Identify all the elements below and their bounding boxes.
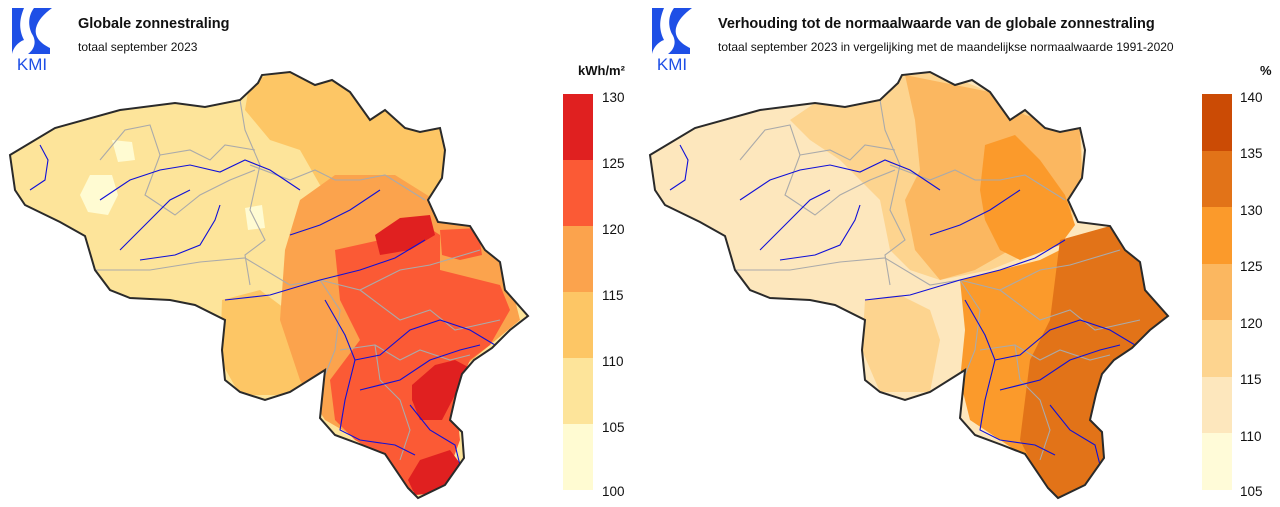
map-subtitle: totaal september 2023 in vergelijking me…: [718, 40, 1174, 54]
zone-120-125: [330, 222, 510, 495]
legend-tick: 110: [602, 354, 624, 369]
legend-unit: kWh/m²: [578, 63, 625, 78]
legend-tick: 115: [1240, 372, 1262, 387]
legend-tick: 130: [602, 90, 625, 105]
legend-bin-115-120: [1202, 320, 1232, 377]
legend-tick: 110: [1240, 429, 1262, 444]
belgium-ratio-map: [649, 71, 1169, 499]
legend-tick: 135: [1240, 146, 1263, 161]
legend-tick: 100: [602, 484, 625, 499]
zone-125-130: [980, 135, 1075, 260]
zone-100-105: [112, 140, 135, 162]
legend-bin-135-140: [1202, 94, 1232, 151]
legend-bin-130-135: [1202, 151, 1232, 207]
legend-bin-115-120: [563, 226, 593, 292]
kmi-logo: KMI: [646, 4, 698, 72]
kmi-logo: KMI: [6, 4, 58, 72]
legend-bin-120-125: [563, 160, 593, 226]
legend-bin-100-105: [563, 424, 593, 490]
belgium-radiation-map: [9, 71, 529, 499]
legend-bin-110-115: [1202, 377, 1232, 433]
map-title: Globale zonnestraling: [78, 16, 230, 32]
legend-bin-125-130: [1202, 207, 1232, 264]
legend-tick: 130: [1240, 203, 1263, 218]
map-panel-right: KMI Verhouding tot de normaalwaarde van …: [640, 0, 1280, 507]
legend-bin-125-130: [563, 94, 593, 160]
legend-tick: 105: [1240, 484, 1263, 499]
zone-125-130: [412, 360, 470, 420]
legend-tick: 125: [602, 156, 625, 171]
map-title: Verhouding tot de normaalwaarde van de g…: [718, 16, 1155, 32]
legend-tick: 120: [1240, 316, 1263, 331]
zone-130-135: [1020, 226, 1168, 498]
legend-tick: 120: [602, 222, 625, 237]
zone-115-120: [862, 295, 940, 392]
legend-tick: 105: [602, 420, 625, 435]
legend-bin-110-115: [563, 292, 593, 358]
svg-text:KMI: KMI: [17, 55, 47, 72]
legend-bin-105-110: [563, 358, 593, 424]
legend-unit: %: [1260, 63, 1272, 78]
map-subtitle: totaal september 2023: [78, 40, 198, 54]
zone-125-130: [375, 215, 435, 255]
svg-text:KMI: KMI: [657, 55, 687, 72]
zone-100-105: [245, 205, 265, 230]
legend-tick: 115: [602, 288, 624, 303]
map-panel-left: KMI Globale zonnestraling totaal septemb…: [6, 4, 625, 499]
zone-100-105: [80, 175, 118, 215]
legend-bin-105-110: [1202, 433, 1232, 490]
legend-tick: 125: [1240, 259, 1263, 274]
legend-tick: 140: [1240, 90, 1263, 105]
legend-bin-120-125: [1202, 264, 1232, 320]
